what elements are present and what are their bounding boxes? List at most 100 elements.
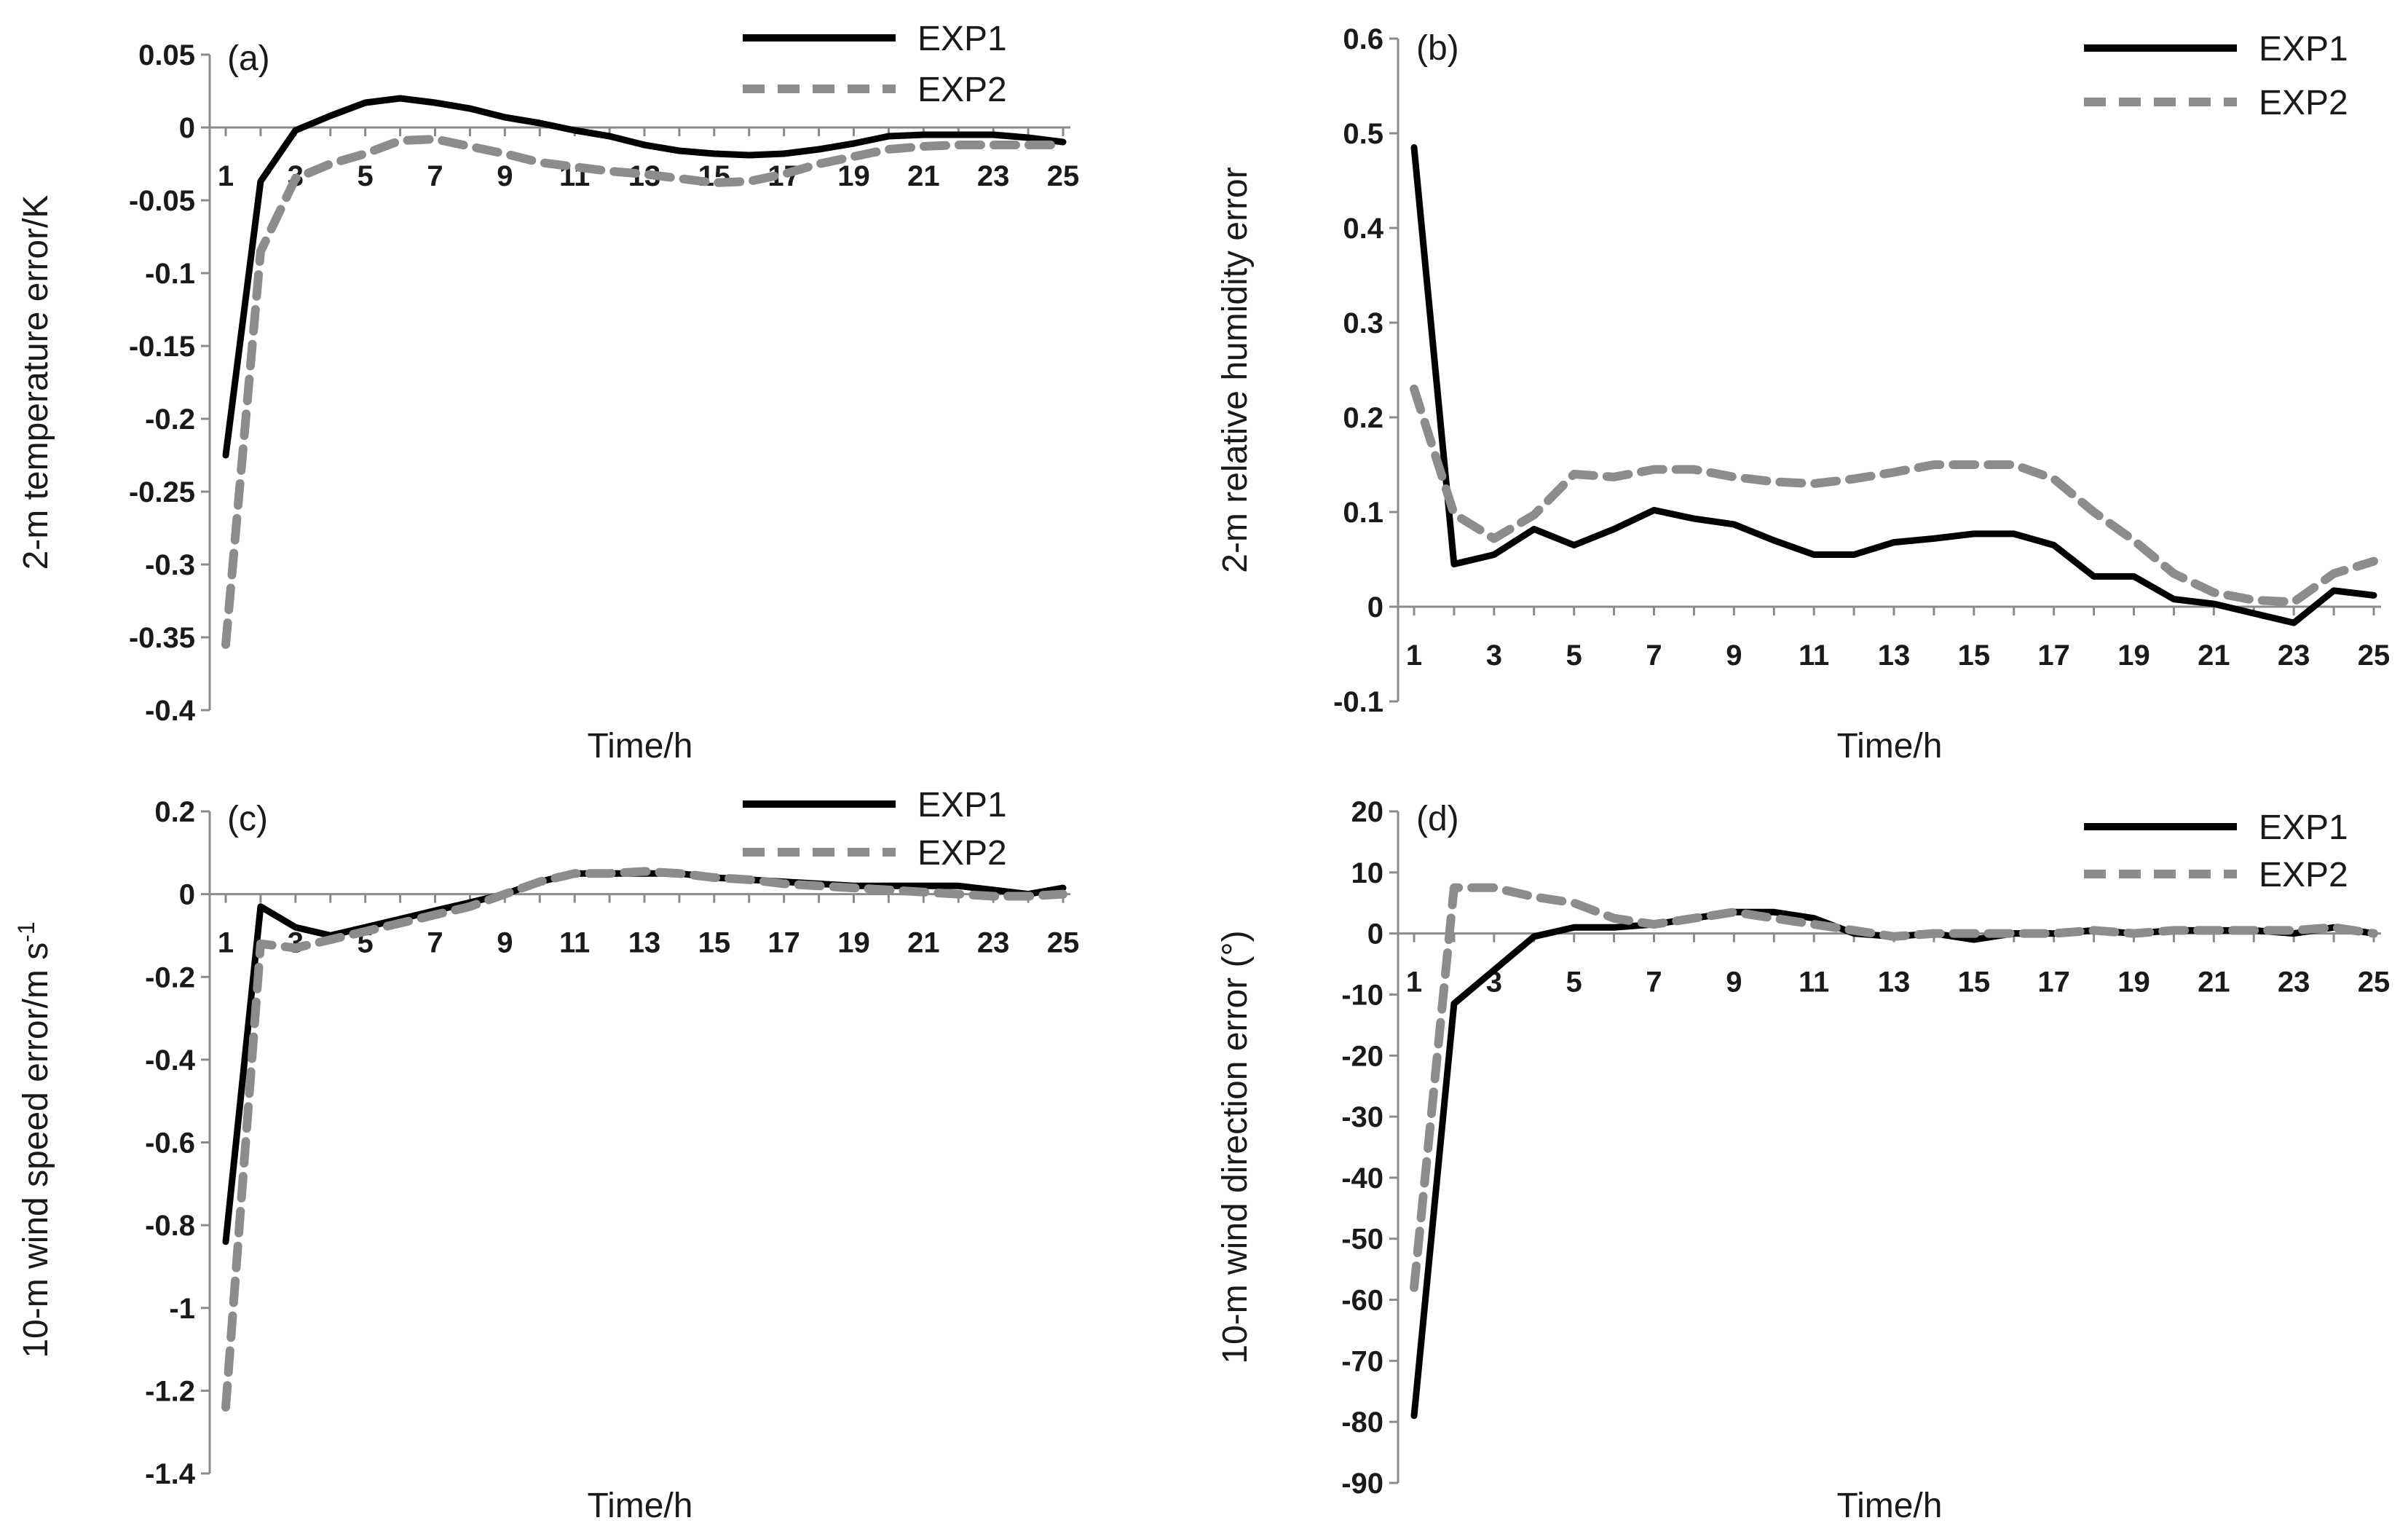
- y-tick-label: 0.5: [1343, 118, 1383, 150]
- series-line-exp1: [1410, 144, 2377, 626]
- x-tick-label: 5: [358, 160, 374, 192]
- legend-label-exp2: EXP2: [2259, 84, 2348, 122]
- y-tick-label: -0.2: [145, 404, 195, 436]
- legend-label-exp1: EXP1: [917, 20, 1007, 58]
- series-line-exp2: [221, 867, 1067, 1412]
- y-axis-title: 10-m wind direction error (°): [1216, 930, 1255, 1363]
- y-tick-label: -0.8: [145, 1210, 195, 1242]
- x-tick-label: 13: [628, 927, 661, 959]
- y-tick-label: 20: [1351, 796, 1384, 828]
- x-tick-label: 1: [1406, 967, 1422, 999]
- y-tick-label: -0.4: [145, 695, 196, 727]
- x-tick-label: 11: [1799, 967, 1829, 999]
- y-axis-title: 2-m temperature error/K: [17, 195, 55, 570]
- panel-b: 0.60.50.40.30.20.10-0.11 3 5 7 9 11 13 15 17 19 21…: [1216, 23, 2390, 766]
- legend-label-exp2: EXP2: [917, 71, 1007, 109]
- y-tick-label: -0.6: [145, 1127, 195, 1160]
- x-tick-label: 19: [837, 160, 870, 192]
- x-tick-label: 9: [1726, 967, 1742, 999]
- y-tick-label: -40: [1341, 1162, 1383, 1195]
- series-line-exp2: [1410, 385, 2378, 607]
- panel-label: (a): [227, 39, 270, 78]
- y-tick-label: 0: [1367, 918, 1383, 951]
- x-tick-label: 1: [218, 160, 234, 192]
- y-tick-label: -1.2: [145, 1375, 195, 1407]
- x-tick-label: 17: [2037, 639, 2070, 672]
- x-tick-label: 23: [977, 160, 1010, 192]
- y-axis-title-superscript: -1: [13, 921, 39, 942]
- y-tick-label: -70: [1341, 1345, 1383, 1377]
- y-tick-label: -0.3: [145, 549, 195, 581]
- legend-label-exp1: EXP1: [2259, 30, 2348, 68]
- x-tick-label: 7: [1646, 639, 1662, 672]
- legend-label-exp2: EXP2: [917, 834, 1007, 873]
- y-tick-label: -90: [1341, 1468, 1383, 1500]
- panel-a: 0.05 0 -0.05 -0.1 -0.15 -0.2 -0.25 -0.3 -0.35 -0.…: [17, 20, 1079, 766]
- y-tick-label: 0.4: [1343, 213, 1383, 245]
- x-tick-label: 25: [2358, 967, 2391, 999]
- x-tick-label: 23: [2278, 967, 2310, 999]
- y-tick-label: -0.05: [129, 185, 195, 217]
- y-tick-label: -0.1: [1333, 686, 1383, 718]
- x-tick-label: 21: [907, 160, 940, 192]
- x-tick-label: 21: [2198, 967, 2230, 999]
- x-tick-label: 23: [2278, 639, 2310, 672]
- x-tick-label: 17: [2037, 967, 2070, 999]
- y-tick-label: 0: [179, 879, 195, 911]
- x-tick-label: 19: [2117, 639, 2150, 672]
- x-tick-label: 1: [1406, 639, 1422, 672]
- x-tick-label: 11: [559, 927, 590, 959]
- x-tick-label: 21: [907, 927, 940, 959]
- x-tick-label: 1: [218, 927, 234, 959]
- x-tick-label: 13: [1878, 639, 1911, 672]
- y-tick-label: -0.2: [145, 961, 195, 993]
- x-tick-label: 17: [767, 927, 800, 959]
- y-tick-label: 0.05: [138, 39, 195, 71]
- series-line-exp1: [222, 95, 1067, 459]
- x-axis-title: Time/h: [1837, 727, 1943, 766]
- x-tick-label: 7: [427, 927, 443, 959]
- y-tick-label: -0.25: [129, 476, 195, 508]
- x-tick-label: 7: [1646, 967, 1662, 999]
- legend-label-exp2: EXP2: [2259, 856, 2348, 894]
- x-tick-label: 25: [2358, 639, 2391, 672]
- x-tick-label: 25: [1047, 160, 1080, 192]
- y-tick-label: 0: [179, 112, 195, 144]
- y-tick-label: 0.6: [1343, 23, 1383, 55]
- y-tick-label: -50: [1341, 1224, 1383, 1256]
- y-tick-label: -60: [1341, 1285, 1383, 1317]
- panel-label: (c): [227, 800, 268, 838]
- x-tick-label: 5: [1566, 639, 1582, 672]
- x-tick-label: 7: [427, 160, 443, 192]
- x-tick-label: 13: [1878, 967, 1911, 999]
- y-tick-label: -0.35: [129, 622, 195, 654]
- series-line-exp2: [1410, 883, 2378, 1292]
- x-tick-label: 9: [497, 927, 513, 959]
- y-tick-label: 0.2: [154, 796, 195, 828]
- x-tick-label: 19: [2117, 967, 2150, 999]
- legend-label-exp1: EXP1: [917, 786, 1007, 824]
- x-tick-label: 25: [1047, 927, 1080, 959]
- series-line-exp2: [221, 135, 1067, 649]
- x-tick-label: 15: [1958, 639, 1991, 672]
- x-tick-label: 23: [977, 927, 1010, 959]
- y-tick-label: -30: [1341, 1101, 1383, 1133]
- y-tick-label: -20: [1341, 1040, 1383, 1072]
- y-tick-label: -0.15: [129, 331, 195, 363]
- x-tick-label: 19: [837, 927, 870, 959]
- y-tick-label: -0.4: [145, 1044, 196, 1077]
- x-tick-label: 9: [1726, 639, 1742, 672]
- legend-label-exp1: EXP1: [2259, 808, 2348, 847]
- y-tick-label: 0: [1367, 591, 1383, 623]
- x-tick-label: 21: [2198, 639, 2230, 672]
- panel-label: (d): [1416, 800, 1459, 838]
- x-tick-label: 11: [1799, 639, 1829, 672]
- y-tick-label: 0.1: [1343, 497, 1383, 529]
- x-axis-title: Time/h: [1837, 1487, 1943, 1525]
- x-axis-title: Time/h: [588, 727, 693, 766]
- x-tick-label: 3: [1486, 639, 1502, 672]
- y-tick-label: -0.1: [145, 258, 195, 290]
- x-tick-label: 15: [698, 927, 731, 959]
